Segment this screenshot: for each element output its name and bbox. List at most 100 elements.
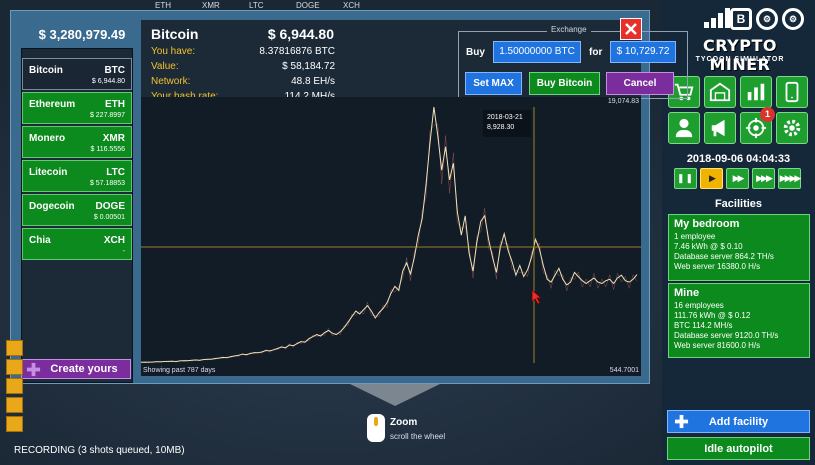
left-toolbar — [6, 340, 24, 435]
plus-icon — [674, 414, 689, 429]
ticker-label: XCH — [343, 1, 360, 10]
right-sidebar: B ⚙ ⚙ CRYPTO MINER TYCOON SIMULATOR 1 — [662, 0, 815, 465]
tool-button[interactable] — [6, 340, 23, 356]
chart-max-label: 19,074.83 — [607, 98, 639, 105]
info-label: You have: — [151, 46, 196, 57]
fastest-forward-icon: ▶▶▶▶ — [779, 173, 802, 183]
selected-coin-price: $ 6,944.80 — [267, 26, 334, 42]
coin-item-ltc[interactable]: Litecoin LTC $ 57.18853 — [22, 160, 132, 192]
facility-detail: 7.46 kWh @ $ 0.10 — [674, 242, 743, 251]
tooltip-value: 8,928.30 — [487, 124, 515, 131]
price-chart-canvas — [141, 106, 641, 363]
mouse-cursor-icon — [531, 289, 543, 305]
gear-coin-icon: ⚙ — [782, 8, 804, 30]
coin-item-eth[interactable]: Ethereum ETH $ 227.8997 — [22, 92, 132, 124]
create-coin-button[interactable]: Create yours — [21, 359, 131, 379]
chart-range-label: Showing past 787 days — [143, 367, 216, 374]
tool-button[interactable] — [6, 397, 23, 413]
coin-symbol: BTC — [104, 65, 125, 76]
research-button[interactable]: 1 — [740, 107, 775, 144]
zoom-hint-subtitle: scroll the wheel — [390, 432, 446, 441]
megaphone-icon — [711, 119, 725, 137]
buy-amount-input[interactable]: 1.50000000 BTC — [493, 41, 581, 63]
speed-1x-button[interactable]: ▶ — [700, 168, 723, 189]
exchange-dialog: $ 3,280,979.49 Bitcoin BTC $ 6,944.80 Et… — [10, 10, 688, 384]
info-value: 8.37816876 BTC — [259, 46, 335, 57]
price-input[interactable]: $ 10,729.72 — [610, 41, 676, 63]
logo-subtitle: TYCOON SIMULATOR — [695, 56, 785, 63]
coin-symbol: ETH — [105, 99, 125, 110]
info-value: 114.2 MH/s — [285, 91, 335, 102]
marketing-button[interactable] — [704, 112, 736, 144]
speed-2x-button[interactable]: ▶▶ — [726, 168, 749, 189]
coin-name: Bitcoin — [29, 65, 63, 76]
ticker-label: ETH — [155, 1, 171, 10]
coin-name: Litecoin — [29, 167, 68, 178]
facility-detail: 16 employees — [674, 301, 724, 310]
tool-button[interactable] — [6, 416, 23, 432]
coin-name: Monero — [29, 133, 66, 144]
info-label: Network: — [151, 76, 191, 87]
facility-detail: Database server 864.2 TH/s — [674, 252, 774, 261]
facility-name: My bedroom — [674, 218, 740, 230]
balance-display: $ 3,280,979.49 — [38, 27, 126, 42]
coin-item-xmr[interactable]: Monero XMR $ 116.5556 — [22, 126, 132, 158]
price-line-group — [141, 106, 638, 363]
tool-button[interactable] — [6, 378, 23, 394]
faster-forward-icon: ▶▶▶ — [756, 173, 773, 183]
recording-status: RECORDING (3 shots queued, 10MB) — [14, 445, 185, 456]
coin-name: Ethereum — [29, 99, 76, 110]
pause-button[interactable]: ❚❚ — [674, 168, 697, 189]
facility-detail: Web server 16380.0 H/s — [674, 262, 761, 271]
facility-name: Mine — [674, 287, 700, 299]
tool-button[interactable] — [6, 359, 23, 375]
close-dialog-button[interactable] — [620, 18, 642, 40]
person-icon — [675, 118, 693, 138]
speed-controls: ❚❚ ▶ ▶▶ ▶▶▶ ▶▶▶▶ — [674, 168, 801, 189]
pause-icon: ❚❚ — [676, 173, 695, 183]
gear-coin-icon: ⚙ — [756, 8, 778, 30]
warehouse-icon — [709, 82, 731, 102]
for-label: for — [589, 47, 603, 58]
top-ticker-bar: ETH XMR LTC DOGE XCH — [0, 0, 660, 14]
facility-detail: 1 employee — [674, 232, 716, 241]
coin-price: $ 57.18853 — [89, 180, 125, 187]
coin-price: $ 227.8997 — [89, 112, 125, 119]
info-label: Your hash rate: — [151, 91, 218, 102]
facility-detail: BTC 114.2 MH/s — [674, 321, 733, 330]
stats-button[interactable] — [740, 76, 772, 108]
cancel-button[interactable]: Cancel — [606, 72, 674, 95]
logo-title: CRYPTO MINER — [702, 36, 777, 74]
facility-card-mine[interactable]: Mine 16 employees 111.76 kWh @ $ 0.12 BT… — [668, 283, 810, 358]
selected-coin-name: Bitcoin — [151, 26, 199, 42]
buy-coin-button[interactable]: Buy Bitcoin — [529, 72, 600, 95]
coin-price: $ 116.5556 — [90, 146, 125, 153]
coin-item-xch[interactable]: Chia XCH - — [22, 228, 132, 260]
phone-button[interactable] — [776, 76, 808, 108]
warehouse-button[interactable] — [704, 76, 736, 108]
idle-autopilot-button[interactable]: Idle autopilot — [667, 437, 810, 460]
chart-min-label: 544.7001 — [609, 367, 639, 374]
coin-item-btc[interactable]: Bitcoin BTC $ 6,944.80 — [22, 58, 132, 90]
coin-price: $ 0.00501 — [93, 214, 125, 221]
speed-4x-button[interactable]: ▶▶▶▶ — [778, 168, 801, 189]
tooltip-date: 2018-03-21 — [487, 114, 523, 121]
gear-icon — [783, 119, 801, 137]
ticker-label: XMR — [202, 1, 220, 10]
coin-list: Bitcoin BTC $ 6,944.80 Ethereum ETH $ 22… — [21, 48, 133, 383]
set-max-button[interactable]: Set MAX — [465, 72, 522, 95]
settings-button[interactable] — [776, 112, 808, 144]
bitcoin-chart-icon — [747, 83, 765, 101]
main-menu-grid: 1 — [668, 76, 808, 144]
coin-item-doge[interactable]: Dogecoin DOGE $ 0.00501 — [22, 194, 132, 226]
facility-card-my-bedroom[interactable]: My bedroom 1 employee 7.46 kWh @ $ 0.10 … — [668, 214, 810, 281]
coin-info-panel: Bitcoin $ 6,944.80 You have: 8.37816876 … — [141, 20, 688, 104]
employees-button[interactable] — [668, 112, 700, 144]
speed-3x-button[interactable]: ▶▶▶ — [752, 168, 775, 189]
info-value: $ 58,184.72 — [282, 61, 335, 72]
phone-icon — [785, 81, 799, 103]
add-facility-button[interactable]: Add facility — [667, 410, 810, 433]
coin-price: - — [122, 248, 125, 255]
idle-autopilot-label: Idle autopilot — [704, 442, 773, 455]
price-chart[interactable]: 19,074.83 544.7001 Showing past 787 days… — [141, 97, 641, 376]
